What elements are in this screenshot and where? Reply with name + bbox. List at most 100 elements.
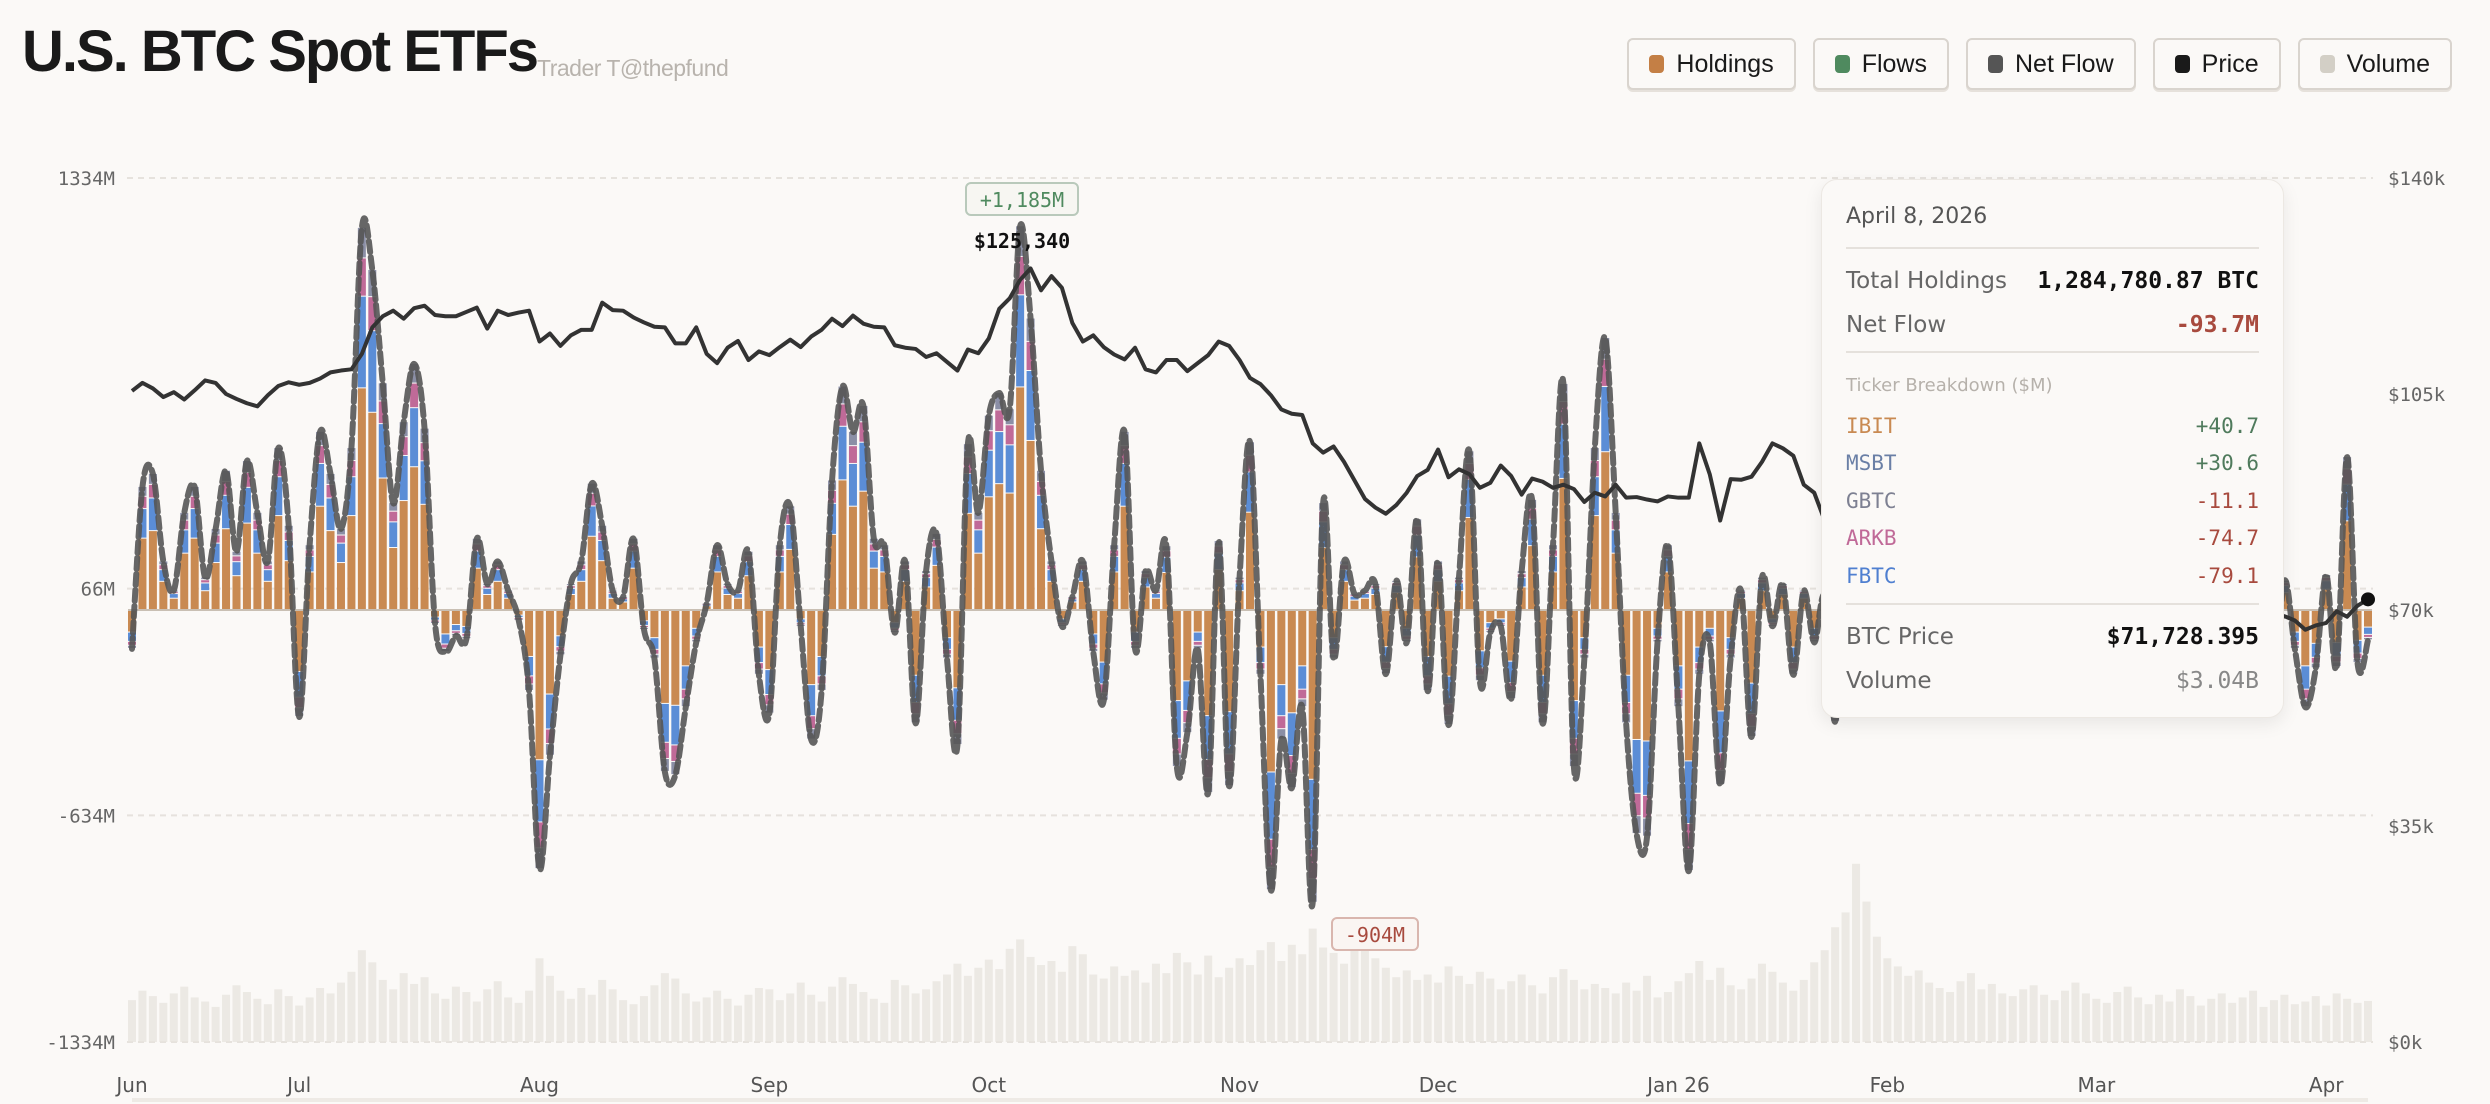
flow-segment-ibit (1663, 572, 1672, 609)
tooltip-net-flow: Net Flow -93.7M (1846, 303, 2259, 347)
flow-bar[interactable] (1277, 610, 1286, 739)
flow-bar[interactable] (201, 577, 210, 609)
tooltip-ticker-arkb: ARKB -74.7 (1846, 520, 2259, 558)
flow-segment-fbtc (1444, 676, 1453, 704)
volume-bar (1225, 967, 1234, 1042)
flow-segment-fbtc (232, 562, 241, 576)
volume-bar (1810, 962, 1819, 1042)
flow-segment-ibit (1538, 610, 1547, 675)
toggle-holdings[interactable]: Holdings (1627, 38, 1796, 90)
flow-bar[interactable] (232, 551, 241, 609)
flow-bar[interactable] (2364, 610, 2372, 640)
flow-segment-fbtc (1601, 386, 1610, 452)
flow-segment-ibit (880, 572, 889, 609)
flow-bar[interactable] (389, 503, 398, 609)
volume-bar (1590, 983, 1599, 1042)
flow-segment-ibit (1204, 610, 1213, 716)
volume-bar (1799, 979, 1808, 1042)
volume-bar (1935, 988, 1944, 1042)
flow-segment-ibit (1099, 610, 1108, 662)
tooltip-ticker-gbtc: GBTC -11.1 (1846, 482, 2259, 520)
volume-bar (2008, 996, 2017, 1042)
flow-segment-ibit (911, 610, 920, 675)
holdings-swatch-icon (1649, 55, 1665, 73)
flow-bar[interactable] (336, 529, 345, 609)
flow-segment-fbtc (326, 498, 335, 531)
volume-bar (2060, 990, 2069, 1042)
volume-bar (2196, 1005, 2205, 1042)
right-axis-tick: $140k (2388, 168, 2446, 190)
flow-segment-ibit (1413, 557, 1422, 609)
volume-bar (1538, 993, 1547, 1042)
volume-bar (1726, 985, 1735, 1042)
volume-bar (514, 1002, 523, 1042)
volume-bar (1632, 990, 1641, 1042)
flow-segment-fbtc (316, 463, 325, 506)
volume-bar (211, 1006, 220, 1042)
flow-segment-fbtc (2301, 666, 2310, 689)
volume-bar (619, 1000, 628, 1042)
volume-bar (399, 973, 408, 1042)
toggle-label: Net Flow (2015, 49, 2114, 78)
flow-segment-ibit (671, 610, 680, 705)
toggle-price[interactable]: Price (2152, 38, 2281, 90)
x-axis-tick: Sep (751, 1073, 789, 1097)
volume-bar (1371, 958, 1380, 1042)
flow-segment-ibit (1120, 506, 1129, 609)
flow-segment-ibit (1486, 610, 1495, 623)
flow-segment-ibit (556, 610, 565, 636)
volume-bar (1778, 982, 1787, 1042)
flow-segment-ibit (974, 553, 983, 609)
flow-segment-fbtc (807, 685, 816, 716)
flow-segment-ibit (535, 610, 544, 760)
flow-bar[interactable] (451, 610, 460, 635)
volume-bar (1611, 993, 1620, 1042)
flow-segment-fbtc (786, 525, 795, 549)
flow-segment-fbtc (336, 543, 345, 563)
flow-segment-ibit (1643, 610, 1652, 741)
flow-bar[interactable] (1005, 409, 1014, 609)
flow-bar[interactable] (848, 431, 857, 609)
volume-bar (2364, 1000, 2372, 1042)
toggle-flows[interactable]: Flows (1812, 38, 1949, 90)
volume-bar (441, 998, 450, 1042)
toggle-net-flow[interactable]: Net Flow (1966, 38, 2136, 90)
volume-bar (639, 996, 648, 1042)
flow-segment-ibit (493, 581, 502, 609)
flow-bar[interactable] (974, 512, 983, 609)
flow-segment-ibit (723, 594, 732, 609)
volume-bar (838, 977, 847, 1042)
flow-bar[interactable] (1298, 610, 1307, 707)
volume-bar (660, 973, 669, 1042)
toggle-volume[interactable]: Volume (2297, 38, 2452, 90)
flow-segment-arkb (1266, 839, 1275, 867)
flow-segment-ibit (1308, 610, 1317, 779)
volume-bar (2019, 989, 2028, 1042)
volume-bar (1684, 973, 1693, 1042)
author-credit: Trader T@thepfund (537, 55, 729, 81)
flow-segment-arkb (1193, 641, 1202, 645)
flow-segment-ibit (598, 561, 607, 609)
flow-segment-ibit (660, 610, 669, 703)
volume-bar (2123, 986, 2132, 1042)
flow-bar[interactable] (1193, 610, 1202, 648)
flow-bar[interactable] (263, 561, 272, 609)
flow-segment-fbtc (1789, 647, 1798, 663)
flow-segment-fbtc (138, 509, 147, 538)
flow-segment-ibit (754, 610, 763, 647)
volume-bar (587, 994, 596, 1042)
flow-segment-ibit (1340, 581, 1349, 609)
flow-segment-arkb (1277, 716, 1286, 729)
flow-segment-gbtc (848, 431, 857, 446)
flow-segment-arkb (1632, 793, 1641, 816)
flow-segment-fbtc (974, 530, 983, 553)
volume-bar (1340, 963, 1349, 1042)
flow-bar[interactable] (995, 393, 1004, 609)
flow-segment-fbtc (201, 583, 210, 591)
volume-bar (1768, 971, 1777, 1042)
flow-bar[interactable] (410, 363, 419, 609)
label: Total Holdings (1846, 268, 2007, 294)
volume-bar (1392, 977, 1401, 1042)
volume-bar (2217, 993, 2226, 1042)
